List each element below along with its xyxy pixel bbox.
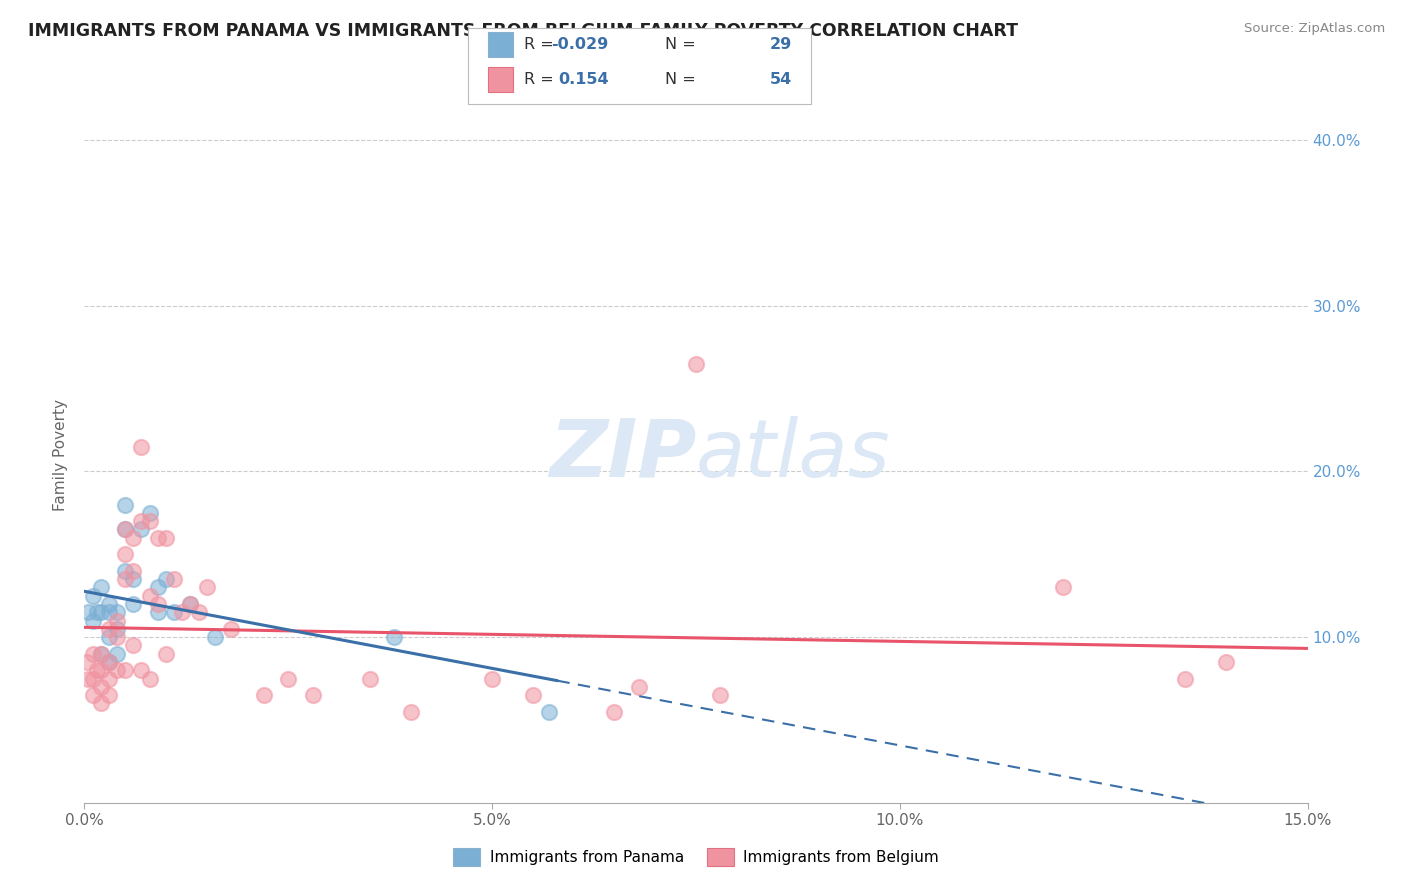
Point bbox=[179, 597, 201, 611]
Point bbox=[481, 672, 503, 686]
Point bbox=[122, 572, 145, 586]
Point bbox=[77, 605, 100, 619]
Text: R =: R = bbox=[524, 37, 560, 53]
Point bbox=[131, 663, 153, 677]
Point bbox=[122, 564, 145, 578]
Point bbox=[253, 688, 276, 702]
Text: IMMIGRANTS FROM PANAMA VS IMMIGRANTS FROM BELGIUM FAMILY POVERTY CORRELATION CHA: IMMIGRANTS FROM PANAMA VS IMMIGRANTS FRO… bbox=[28, 22, 1018, 40]
Point bbox=[122, 531, 145, 545]
Point bbox=[97, 630, 120, 644]
Text: Source: ZipAtlas.com: Source: ZipAtlas.com bbox=[1244, 22, 1385, 36]
Point bbox=[155, 572, 177, 586]
Point bbox=[399, 705, 422, 719]
Point bbox=[382, 630, 405, 644]
Point bbox=[146, 581, 169, 595]
Point bbox=[131, 440, 153, 454]
Point bbox=[97, 672, 120, 686]
Point bbox=[163, 605, 186, 619]
Point bbox=[86, 605, 108, 619]
Point bbox=[77, 672, 100, 686]
Text: N =: N = bbox=[665, 71, 702, 87]
Point bbox=[146, 605, 169, 619]
Point bbox=[90, 680, 112, 694]
Point bbox=[114, 663, 136, 677]
Point bbox=[1052, 581, 1074, 595]
Point bbox=[97, 622, 120, 636]
Point bbox=[76, 655, 98, 669]
Point bbox=[1174, 672, 1197, 686]
Text: 29: 29 bbox=[769, 37, 792, 53]
Point bbox=[114, 547, 136, 561]
Point bbox=[219, 622, 242, 636]
Point bbox=[131, 514, 153, 528]
Point bbox=[82, 614, 104, 628]
Point bbox=[82, 647, 104, 661]
Point bbox=[359, 672, 381, 686]
Point bbox=[114, 498, 136, 512]
Point bbox=[114, 523, 136, 537]
Point bbox=[90, 581, 112, 595]
Point bbox=[90, 697, 112, 711]
Point bbox=[105, 630, 128, 644]
Text: ZIP: ZIP bbox=[548, 416, 696, 494]
Point bbox=[277, 672, 299, 686]
Point bbox=[114, 523, 136, 537]
Point bbox=[122, 639, 145, 653]
Point bbox=[138, 672, 160, 686]
Point bbox=[97, 655, 120, 669]
Point bbox=[97, 688, 120, 702]
Y-axis label: Family Poverty: Family Poverty bbox=[53, 399, 69, 511]
Point bbox=[538, 705, 561, 719]
Legend: Immigrants from Panama, Immigrants from Belgium: Immigrants from Panama, Immigrants from … bbox=[447, 842, 945, 871]
Point bbox=[603, 705, 626, 719]
Point bbox=[163, 572, 186, 586]
Point bbox=[138, 589, 160, 603]
Point bbox=[301, 688, 323, 702]
Point bbox=[105, 605, 128, 619]
Point bbox=[146, 597, 169, 611]
Text: 0.154: 0.154 bbox=[558, 71, 609, 87]
Text: atlas: atlas bbox=[696, 416, 891, 494]
Point bbox=[522, 688, 544, 702]
Point bbox=[709, 688, 731, 702]
Point bbox=[97, 605, 120, 619]
Point bbox=[97, 655, 120, 669]
Point bbox=[195, 581, 218, 595]
Text: R =: R = bbox=[524, 71, 560, 87]
Point bbox=[172, 605, 194, 619]
Point bbox=[1215, 655, 1237, 669]
Point bbox=[138, 506, 160, 520]
Point bbox=[82, 672, 104, 686]
Point bbox=[105, 647, 128, 661]
Point bbox=[155, 647, 177, 661]
Point bbox=[90, 647, 112, 661]
Point bbox=[114, 564, 136, 578]
Point bbox=[114, 572, 136, 586]
Point bbox=[105, 622, 128, 636]
Point bbox=[90, 647, 112, 661]
Point bbox=[627, 680, 650, 694]
Point bbox=[90, 605, 112, 619]
Point bbox=[179, 597, 201, 611]
Point bbox=[138, 514, 160, 528]
Point bbox=[131, 523, 153, 537]
Point bbox=[685, 357, 707, 371]
Point bbox=[86, 663, 108, 677]
Point bbox=[105, 614, 128, 628]
Point bbox=[90, 663, 112, 677]
Point bbox=[105, 663, 128, 677]
Point bbox=[187, 605, 209, 619]
Point bbox=[97, 597, 120, 611]
Point bbox=[146, 531, 169, 545]
Point bbox=[82, 688, 104, 702]
Text: -0.029: -0.029 bbox=[551, 37, 609, 53]
Point bbox=[204, 630, 226, 644]
Text: N =: N = bbox=[665, 37, 702, 53]
Point bbox=[122, 597, 145, 611]
Text: 54: 54 bbox=[769, 71, 792, 87]
Point bbox=[155, 531, 177, 545]
Point bbox=[82, 589, 104, 603]
